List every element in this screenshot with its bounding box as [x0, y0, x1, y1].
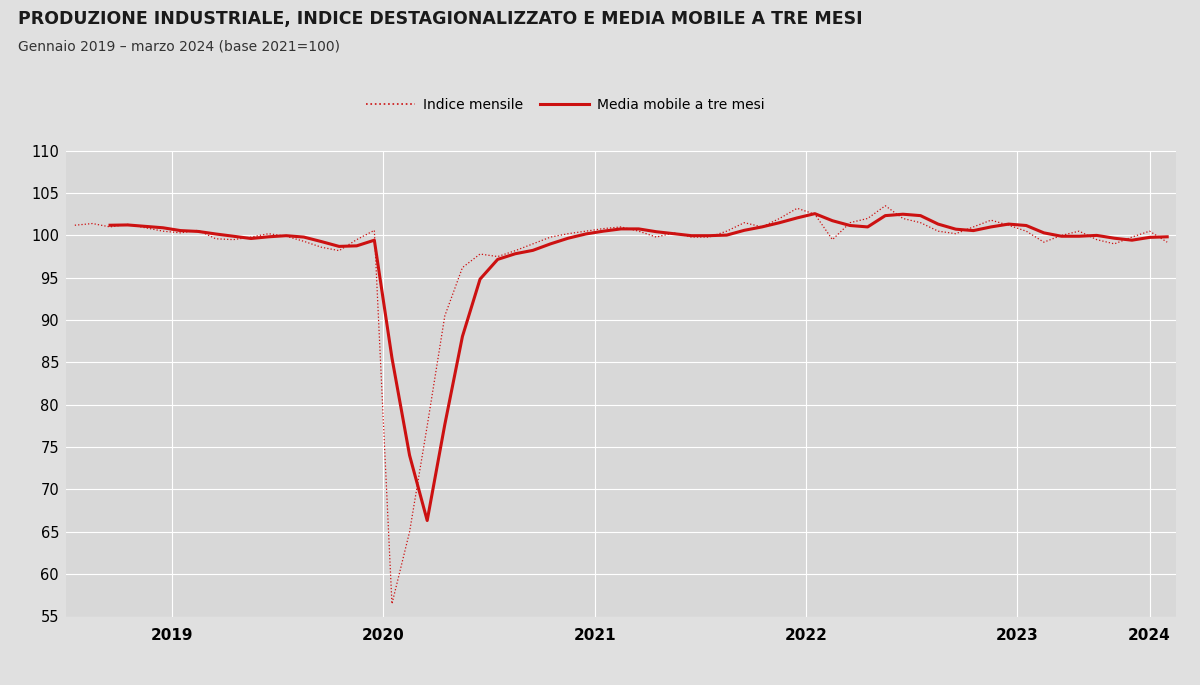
Text: PRODUZIONE INDUSTRIALE, INDICE DESTAGIONALIZZATO E MEDIA MOBILE A TRE MESI: PRODUZIONE INDUSTRIALE, INDICE DESTAGION… — [18, 10, 863, 28]
Text: Gennaio 2019 – marzo 2024 (base 2021=100): Gennaio 2019 – marzo 2024 (base 2021=100… — [18, 40, 340, 53]
Legend: Indice mensile, Media mobile a tre mesi: Indice mensile, Media mobile a tre mesi — [361, 92, 770, 118]
